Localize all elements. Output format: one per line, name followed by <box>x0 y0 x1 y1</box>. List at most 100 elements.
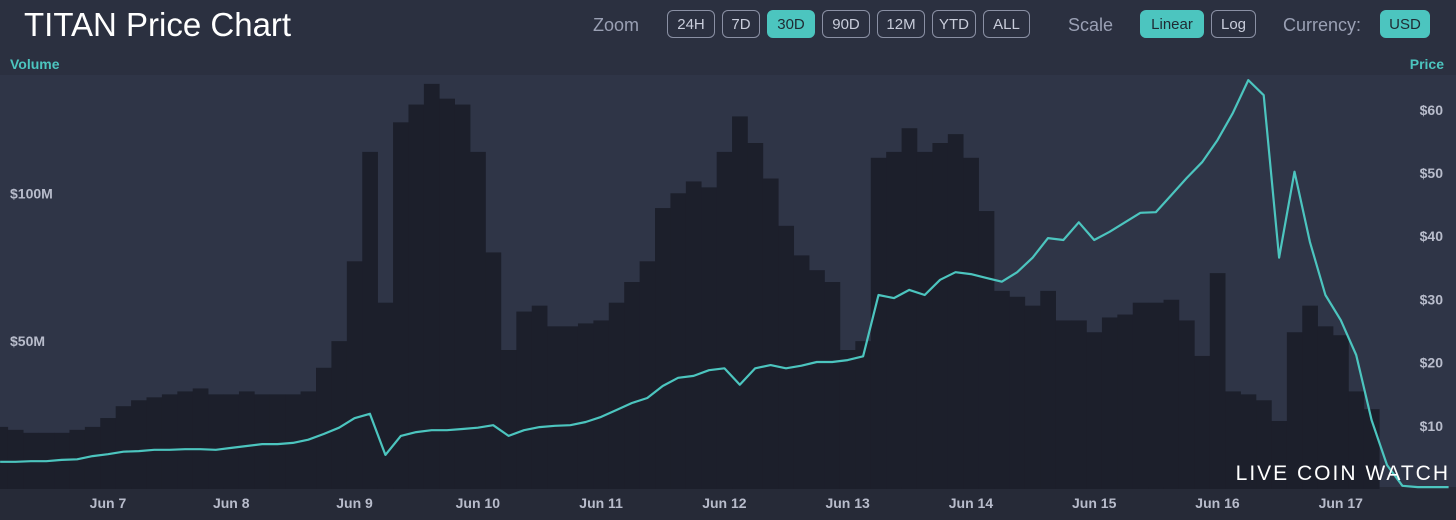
volume-bar <box>1040 290 1056 489</box>
toolbar: TITAN Price Chart Zoom 24H 7D 30D 90D 12M YTD A… <box>0 0 1456 52</box>
x-tick-label: Jun 12 <box>702 495 747 511</box>
volume-bar <box>947 134 964 489</box>
volume-bar <box>238 391 255 489</box>
zoom-button[interactable]: 90D <box>822 10 870 38</box>
y2-tick-label: $60 <box>1420 102 1444 118</box>
volume-bar <box>855 341 872 489</box>
x-tick-label: Jun 8 <box>213 495 250 511</box>
volume-bar <box>1055 320 1072 489</box>
scale-button[interactable]: Linear <box>1140 10 1204 38</box>
volume-bar <box>269 394 286 489</box>
zoom-button[interactable]: 30D <box>767 10 815 38</box>
volume-bar <box>978 211 995 489</box>
volume-bar <box>593 320 610 489</box>
volume-bar <box>1302 305 1318 489</box>
volume-bar <box>208 394 224 489</box>
zoom-button[interactable]: YTD <box>932 10 976 38</box>
volume-bar <box>131 400 147 489</box>
y2-tick-label: $30 <box>1420 291 1444 307</box>
volume-bar <box>7 429 24 489</box>
volume-bar <box>547 326 563 489</box>
volume-bar <box>932 143 949 489</box>
volume-bar <box>470 151 486 489</box>
volume-bar <box>577 323 594 489</box>
volume-bar <box>1348 391 1365 489</box>
volume-bar <box>0 426 9 489</box>
x-axis-strip <box>0 487 1456 520</box>
x-tick-label: Jun 9 <box>336 495 373 511</box>
currency-button[interactable]: USD <box>1380 10 1430 38</box>
volume-bar <box>778 225 795 490</box>
x-tick-label: Jun 15 <box>1072 495 1117 511</box>
volume-bar <box>346 261 363 489</box>
volume-bar <box>685 181 702 489</box>
x-tick-label: Jun 16 <box>1195 495 1240 511</box>
zoom-button[interactable]: 7D <box>722 10 760 38</box>
volume-bar <box>701 187 717 489</box>
volume-bar <box>762 178 779 489</box>
volume-bar <box>809 270 825 489</box>
volume-bar <box>177 391 194 489</box>
volume-bar <box>963 157 979 490</box>
volume-bar <box>1117 314 1134 489</box>
volume-bar <box>916 151 933 489</box>
zoom-button[interactable]: ALL <box>983 10 1030 38</box>
volume-bar <box>839 350 856 489</box>
scale-button[interactable]: Log <box>1211 10 1256 38</box>
x-tick-label: Jun 14 <box>949 495 994 511</box>
zoom-button[interactable]: 24H <box>667 10 715 38</box>
x-tick-label: Jun 11 <box>579 495 623 511</box>
volume-bar <box>161 394 178 489</box>
volume-bar <box>1148 302 1164 489</box>
chart-title: TITAN Price Chart <box>24 6 292 43</box>
volume-bar <box>531 305 548 489</box>
volume-bar <box>1101 317 1118 489</box>
volume-bar <box>824 282 841 489</box>
volume-bar <box>901 128 918 489</box>
volume-bar <box>1225 391 1241 489</box>
volume-bar <box>1286 332 1303 489</box>
volume-bar <box>377 302 394 489</box>
volume-bar <box>115 406 132 489</box>
volume-bar <box>408 104 425 490</box>
x-tick-label: Jun 7 <box>90 495 127 511</box>
volume-bar <box>624 282 640 489</box>
volume-bar <box>331 341 348 489</box>
volume-bar <box>870 157 887 490</box>
volume-bar <box>1333 335 1349 489</box>
volume-bar <box>1009 296 1026 489</box>
x-tick-label: Jun 17 <box>1319 495 1364 511</box>
volume-bar <box>1071 320 1087 489</box>
y-axis-label: Volume <box>10 56 60 72</box>
volume-bar <box>1240 394 1257 489</box>
zoom-button[interactable]: 12M <box>877 10 925 38</box>
y2-axis-label: Price <box>1410 56 1444 72</box>
volume-bar <box>886 151 902 489</box>
volume-bar <box>84 426 101 489</box>
y-tick-label: $50M <box>10 333 45 349</box>
volume-bar <box>562 326 579 489</box>
volume-bar <box>516 311 533 489</box>
price-line <box>0 79 1449 489</box>
y2-tick-label: $20 <box>1420 355 1444 371</box>
volume-bar <box>254 394 271 489</box>
volume-bar <box>747 143 764 489</box>
y2-tick-label: $50 <box>1420 165 1444 181</box>
volume-bar <box>1086 332 1103 489</box>
scale-label: Scale <box>1068 15 1114 35</box>
volume-bar <box>223 394 240 489</box>
volume-bar <box>393 122 409 490</box>
volume-bar <box>1163 299 1180 489</box>
x-tick-label: Jun 10 <box>456 495 501 511</box>
volume-bar <box>716 151 733 489</box>
volume-bar <box>639 261 656 489</box>
volume-bar <box>670 193 687 490</box>
volume-bar <box>316 367 332 489</box>
volume-bar <box>1209 273 1226 489</box>
zoom-label: Zoom <box>593 15 640 35</box>
volume-bar <box>362 151 378 489</box>
watermark: LIVE COIN WATCH <box>1236 462 1450 485</box>
volume-bar <box>1024 305 1041 489</box>
